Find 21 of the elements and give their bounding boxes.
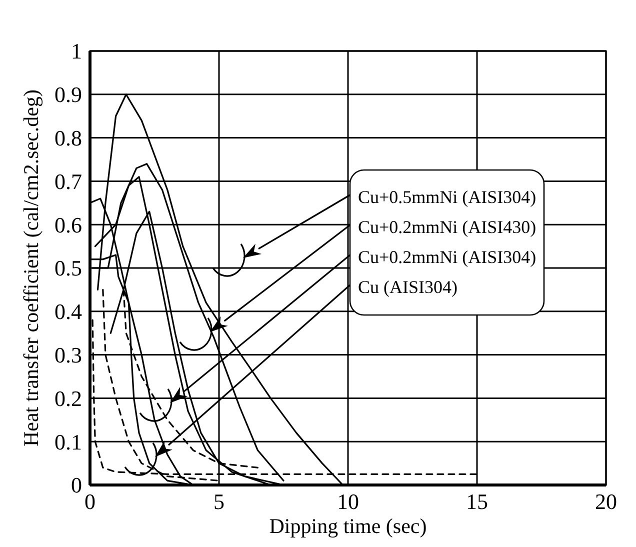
- y-tick-label: 0.8: [54, 126, 82, 150]
- x-tick-label: 5: [214, 489, 224, 514]
- annotation: Cu (AISI304): [358, 277, 458, 297]
- x-tick-label: 20: [595, 489, 617, 514]
- annotation: Cu+0.5mmNi (AISI304): [358, 187, 536, 207]
- y-tick-label: 0: [71, 472, 82, 498]
- y-tick-label: 0.2: [54, 386, 82, 411]
- annotation: Cu+0.2mmNi (AISI304): [358, 247, 536, 267]
- y-tick-label: 0.6: [54, 212, 82, 238]
- annotation: Cu+0.2mmNi (AISI430): [358, 217, 536, 237]
- y-axis-title: Heat transfer coefficient (cal/cm2.sec.deg): [19, 89, 43, 446]
- y-tick-label: 0.3: [54, 342, 82, 368]
- y-tick-label: 1: [71, 38, 82, 64]
- x-axis-title: Dipping time (sec): [269, 514, 427, 538]
- y-tick-label: 0.9: [54, 82, 82, 108]
- y-tick-label: 0.4: [54, 299, 82, 324]
- y-tick-label: 0.7: [54, 168, 82, 194]
- x-tick-label: 10: [337, 489, 359, 514]
- y-tick-label: 0.5: [54, 256, 82, 281]
- y-tick-label: 0.1: [54, 429, 82, 454]
- x-tick-label: 15: [466, 489, 488, 514]
